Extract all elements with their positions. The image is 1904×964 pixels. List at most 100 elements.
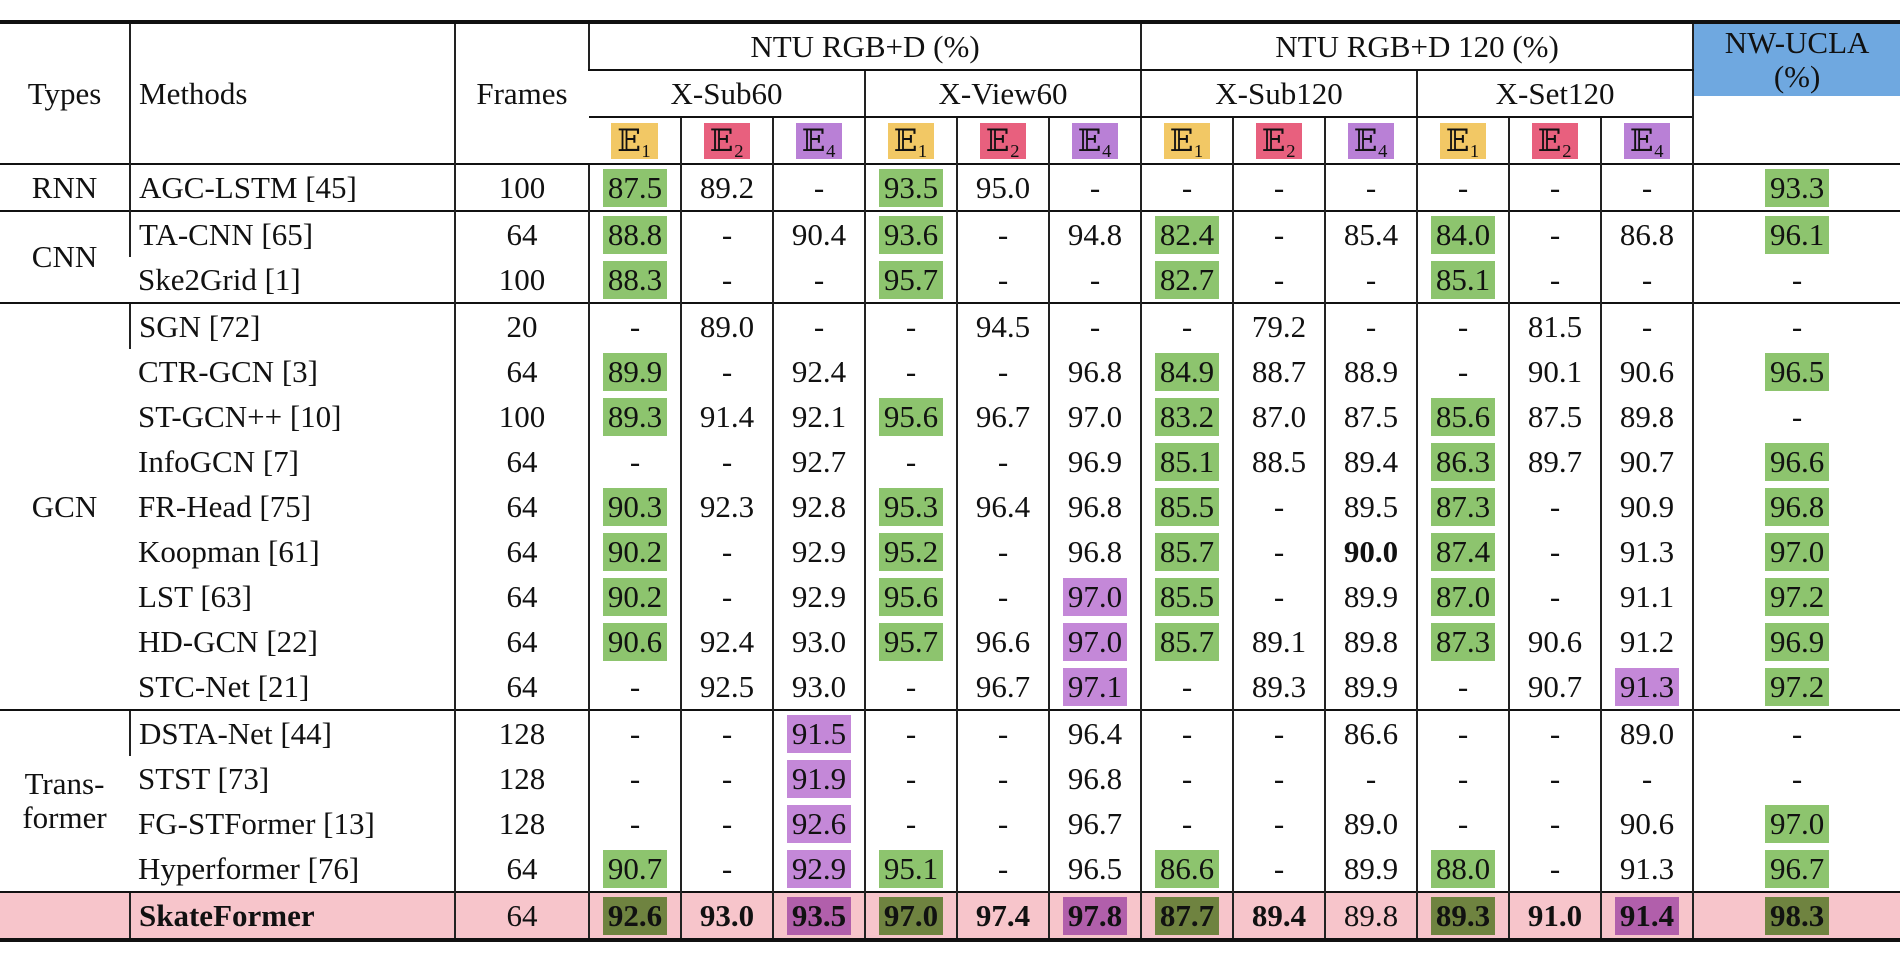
frames: 128 xyxy=(454,756,589,801)
score-cell: 90.1 xyxy=(1508,349,1602,394)
method-name: InfoGCN xyxy=(138,443,256,479)
score: 92.8 xyxy=(791,488,847,524)
score: - xyxy=(997,760,1009,796)
score: 92.5 xyxy=(699,668,755,704)
score: 96.8 xyxy=(1067,488,1123,524)
dataset-header: NTU RGB+D (%) xyxy=(587,20,1142,71)
score: - xyxy=(629,805,641,841)
score: 96.7 xyxy=(975,398,1031,434)
score: 90.1 xyxy=(1527,353,1583,389)
score-cell: - xyxy=(588,302,681,349)
score-cell: 96.8 xyxy=(1047,756,1142,801)
score-cell: 82.4 xyxy=(1140,210,1234,257)
score-cell: - xyxy=(1600,756,1694,801)
score: 97.0 xyxy=(1764,532,1830,571)
type-cell: RNN xyxy=(0,163,130,211)
score: 95.1 xyxy=(878,849,944,888)
score: - xyxy=(1365,760,1377,796)
score-cell: 91.2 xyxy=(1600,619,1694,664)
score-cell: 89.0 xyxy=(1324,801,1418,846)
score: 90.3 xyxy=(602,487,668,526)
score-cell: 97.2 xyxy=(1692,574,1901,619)
score-cell: 87.0 xyxy=(1416,574,1510,619)
type-cell xyxy=(0,891,130,942)
score: 93.3 xyxy=(1764,168,1830,207)
score: 89.1 xyxy=(1251,623,1307,659)
score: - xyxy=(1273,805,1285,841)
score-cell: 90.4 xyxy=(772,210,865,257)
score-cell: - xyxy=(680,801,773,846)
score: 92.3 xyxy=(699,488,755,524)
score-cell: - xyxy=(1232,801,1326,846)
score-cell: 89.2 xyxy=(680,163,773,211)
score: - xyxy=(813,261,825,297)
score-cell: - xyxy=(1140,756,1234,801)
score-cell: - xyxy=(956,846,1049,892)
method-row: ST-GCN++ [10] 100 89.3 91.4 92.1 95.6 96.7 97.0… xyxy=(0,394,1901,439)
score: 96.5 xyxy=(1764,352,1830,391)
method-row: FG-STFormer [13] 128- -92.6- -96.7- -89.0- -9… xyxy=(0,801,1901,846)
score-cell: 96.9 xyxy=(1047,439,1142,484)
metric-badge: 𝔼₂ xyxy=(703,122,751,159)
score-cell: 97.0 xyxy=(1692,529,1901,574)
score: 81.5 xyxy=(1527,308,1583,344)
score: - xyxy=(1457,353,1469,389)
score-cell: - xyxy=(1232,484,1326,529)
score: 84.0 xyxy=(1430,215,1496,254)
score: 85.5 xyxy=(1154,577,1220,616)
score: 95.6 xyxy=(878,577,944,616)
method-row: STST [73] 128- -91.9- -96.8- - - - - - - xyxy=(0,756,1901,801)
score-cell: - xyxy=(1140,302,1234,349)
score-cell: 96.6 xyxy=(1692,439,1901,484)
score-cell: - xyxy=(1324,163,1418,211)
score: - xyxy=(905,443,917,479)
method-cell: CTR-GCN [3] xyxy=(130,349,455,394)
score-cell: 96.8 xyxy=(1047,349,1142,394)
score: - xyxy=(721,850,733,886)
method-ref: [13] xyxy=(323,805,375,841)
score-cell: 90.9 xyxy=(1600,484,1694,529)
score: - xyxy=(1791,715,1803,751)
score: 88.7 xyxy=(1251,353,1307,389)
score-cell: 91.3 xyxy=(1600,664,1694,710)
score: 97.0 xyxy=(878,896,944,935)
score: 82.7 xyxy=(1154,260,1220,299)
method-ref: [45] xyxy=(305,169,357,205)
score: - xyxy=(1791,261,1803,297)
score-cell: - xyxy=(1324,756,1418,801)
score-cell: - xyxy=(864,439,957,484)
method-name: STST xyxy=(138,760,210,796)
type-cell: CNN xyxy=(0,210,130,303)
score-cell: 86.8 xyxy=(1600,210,1694,257)
score-cell: 92.5 xyxy=(680,664,773,710)
score: - xyxy=(1641,169,1653,205)
score-cell: 91.5 xyxy=(772,709,865,756)
metric-header: 𝔼₁ xyxy=(1140,117,1234,164)
score: 97.4 xyxy=(975,897,1031,933)
score: 87.0 xyxy=(1251,398,1307,434)
method-ref: [73] xyxy=(217,760,270,796)
method-name: CTR-GCN xyxy=(138,353,275,389)
score-cell: - xyxy=(1416,349,1510,394)
score-cell: - xyxy=(1692,394,1901,439)
score-cell: 90.6 xyxy=(588,619,681,664)
metric-header: 𝔼₄ xyxy=(1324,117,1418,164)
metric-header: 𝔼₄ xyxy=(1600,117,1694,164)
score-cell: - xyxy=(1416,709,1510,756)
score: 91.2 xyxy=(1619,623,1675,659)
score-cell: 87.5 xyxy=(588,163,681,211)
method-ref: [1] xyxy=(264,261,301,297)
metric-badge: 𝔼₄ xyxy=(795,122,843,159)
method-name: AGC-LSTM xyxy=(139,169,298,205)
score-cell: - xyxy=(1047,257,1142,303)
score-cell: 92.1 xyxy=(772,394,865,439)
score-cell: 84.0 xyxy=(1416,210,1510,257)
score: 88.5 xyxy=(1251,443,1307,479)
score-cell: 88.8 xyxy=(588,210,681,257)
score: 87.3 xyxy=(1430,622,1496,661)
score-cell: 93.5 xyxy=(864,163,957,211)
frames-header: Frames xyxy=(454,20,589,164)
score-cell: 89.7 xyxy=(1508,439,1602,484)
method-name: TA-CNN xyxy=(139,216,254,252)
ucla-title: NW-UCLA (%) xyxy=(1694,24,1901,96)
